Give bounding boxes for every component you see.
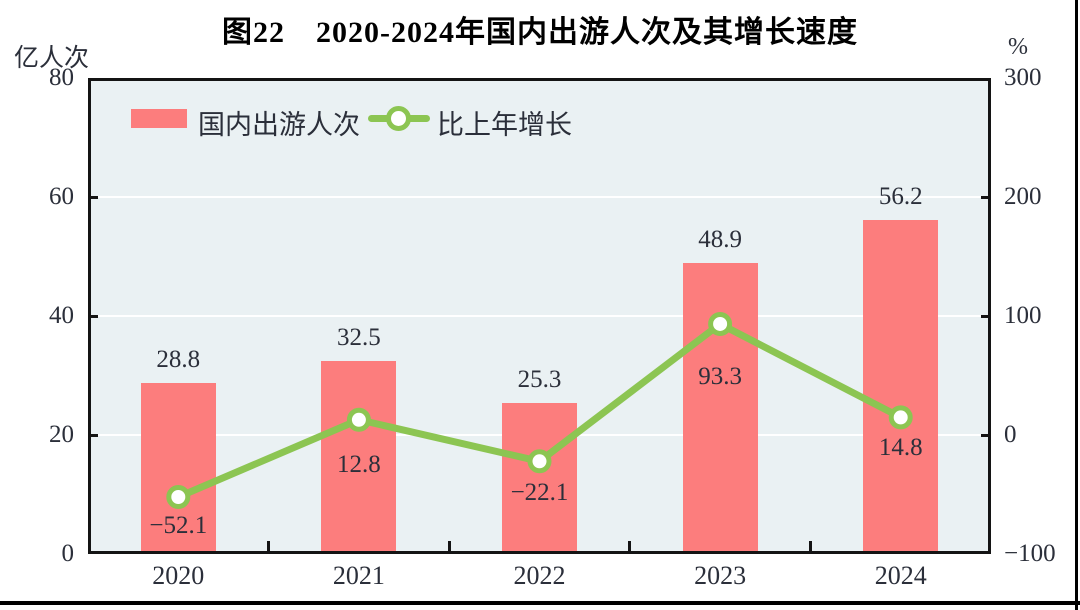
bar-value-label-2021: 32.5 <box>337 323 381 351</box>
bar-2021 <box>321 360 397 554</box>
line-marker-2020 <box>166 484 191 509</box>
line-marker-2021 <box>346 407 371 432</box>
left-axis-tick <box>88 433 98 437</box>
bar-value-label-2020: 28.8 <box>156 345 201 373</box>
left-axis-tick <box>88 195 98 199</box>
line-marker-2024 <box>888 405 913 430</box>
right-axis-label-0: 0 <box>1004 421 1017 448</box>
x-axis-tick <box>628 541 632 554</box>
x-axis-label-2021: 2021 <box>332 561 385 590</box>
growth-value-label-2021: 12.8 <box>337 450 381 478</box>
growth-value-label-2023: 93.3 <box>698 362 742 390</box>
left-axis-label-60: 60 <box>49 183 74 210</box>
bar-2023 <box>682 263 758 554</box>
growth-value-label-2024: 14.8 <box>878 434 923 462</box>
gridline <box>88 315 991 317</box>
x-axis-label-2024: 2024 <box>874 561 927 590</box>
bar-2022 <box>502 403 577 554</box>
left-axis-label-20: 20 <box>49 421 74 448</box>
figure-crop-right-border <box>1075 0 1078 610</box>
right-axis-label--100: −100 <box>1004 540 1056 567</box>
gridline <box>88 196 991 198</box>
legend-label-line-series: 比上年增长 <box>437 110 572 140</box>
right-axis-label-300: 300 <box>1004 64 1042 91</box>
right-axis-tick <box>981 314 991 318</box>
growth-value-label-2020: −52.1 <box>149 511 208 539</box>
growth-line-layer <box>166 311 913 509</box>
chart-title: 图22 2020-2024年国内出游人次及其增长速度 <box>222 16 858 49</box>
x-axis-tick <box>447 541 451 554</box>
growth-value-label-2022: −22.1 <box>510 479 569 507</box>
x-axis-label-2023: 2023 <box>694 561 747 590</box>
line-marker-2022 <box>527 449 552 474</box>
bar-value-label-2022: 25.3 <box>517 366 562 394</box>
left-axis-label-0: 0 <box>61 540 75 567</box>
legend-marker-icon <box>386 106 411 131</box>
legend-label-bar-series: 国内出游人次 <box>198 110 360 140</box>
figure-crop-bottom-border <box>0 601 1080 605</box>
x-axis-label-2020: 2020 <box>152 561 205 590</box>
right-axis-label-200: 200 <box>1004 183 1042 210</box>
right-axis-unit: % <box>1008 34 1028 60</box>
x-axis-tick <box>808 541 812 554</box>
plot-area: 国内出游人次 比上年增长 28.8 32.5 25.3 48.9 56.2 −52.1 12… <box>88 78 991 554</box>
bar-value-label-2023: 48.9 <box>698 226 742 254</box>
bar-2024 <box>863 219 939 554</box>
left-axis-label-80: 80 <box>49 64 74 91</box>
right-axis-label-100: 100 <box>1004 302 1042 329</box>
legend-bar-swatch-icon <box>131 109 187 128</box>
x-axis-tick <box>267 541 271 554</box>
right-axis-tick <box>981 195 991 199</box>
line-marker-2023 <box>708 311 733 336</box>
bar-value-label-2024: 56.2 <box>878 182 923 210</box>
left-axis-tick <box>88 314 98 318</box>
left-axis-unit: 亿人次 <box>14 45 90 72</box>
x-axis-label-2022: 2022 <box>513 561 566 590</box>
right-axis-tick <box>981 433 991 437</box>
bar-2020 <box>140 382 216 554</box>
left-axis-label-40: 40 <box>49 302 74 329</box>
